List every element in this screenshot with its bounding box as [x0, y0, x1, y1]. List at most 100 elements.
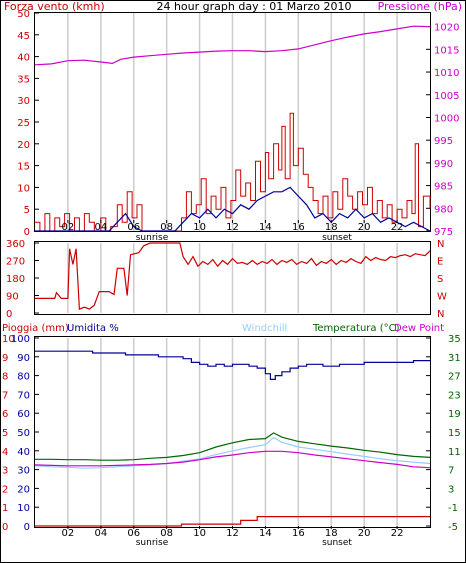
direction-y-axis: 0 90 180 270 360 — [6, 239, 39, 320]
temperature-tick-label: 19 — [448, 409, 461, 420]
x-tick-label: 14 — [259, 222, 272, 233]
wind-tick-label: 45 — [17, 31, 30, 42]
temperature-tick-label: 3 — [448, 484, 454, 495]
rain-tick-label: 2 — [2, 484, 8, 495]
temperature-tick-label: 27 — [448, 372, 461, 383]
humidity-tick-label: 50 — [17, 428, 30, 439]
humidity-tick-label: 0 — [24, 522, 30, 533]
wind-tick-label: 25 — [17, 118, 30, 129]
pressure-y-axis: 975 980 985 990 995 1000 1005 1010 1015 1020 — [426, 23, 459, 238]
temperature-tick-label: 23 — [448, 390, 461, 401]
compass-tick-label: W — [437, 292, 447, 303]
x-tick-label: 16 — [292, 222, 305, 233]
pressure-tick-label: 995 — [434, 136, 453, 147]
rain-axis-title: Pioggia (mm) — [2, 323, 69, 334]
humidity-tick-label: 90 — [17, 353, 30, 364]
rain-tick-label: 6 — [2, 409, 8, 420]
x-tick-label: 10 — [193, 528, 206, 539]
x-tick-label: 22 — [391, 222, 404, 233]
pressure-axis-title: Pressione (hPa) — [378, 0, 462, 13]
compass-tick-label: E — [437, 257, 443, 268]
rain-line — [35, 516, 430, 527]
x-tick-label: 12 — [226, 528, 239, 539]
sunset-label-2: sunset — [322, 538, 352, 548]
pressure-tick-label: 1020 — [434, 23, 459, 34]
x-tick-label: 20 — [358, 528, 371, 539]
pressure-tick-label: 1000 — [434, 113, 459, 124]
humidity-tick-label: 100 — [11, 334, 30, 345]
x-tick-label: 06 — [127, 528, 140, 539]
x-tick-label: 16 — [292, 528, 305, 539]
temperature-tick-label: 15 — [448, 428, 461, 439]
windchill-line — [34, 436, 431, 469]
direction-panel-frame — [34, 241, 431, 315]
rain-tick-label: 7 — [2, 390, 8, 401]
sunrise-label-2: sunrise — [136, 538, 169, 548]
x-tick-label: 06 — [127, 222, 140, 233]
temperature-y-axis: -5 -1 3 7 11 15 19 23 27 31 35 — [426, 334, 461, 533]
pressure-tick-label: 980 — [434, 204, 453, 215]
temperature-axis-title: Temperatura (°C) — [312, 323, 400, 334]
wind-tick-label: 0 — [24, 227, 30, 238]
humidity-tick-label: 20 — [17, 484, 30, 495]
humidity-tick-label: 70 — [17, 390, 30, 401]
wind-y-axis: 0 5 10 15 20 25 30 35 40 45 50 — [17, 9, 39, 238]
sunset-label-1: sunset — [322, 233, 352, 243]
wind-average-line — [35, 186, 431, 232]
temperature-tick-label: 35 — [448, 334, 461, 345]
temp-x-axis: 02 04 06 08 10 12 14 16 18 20 22 — [62, 526, 404, 539]
dewpoint-line — [34, 450, 431, 469]
pressure-tick-label: 975 — [434, 227, 453, 238]
temperature-tick-label: -1 — [448, 503, 458, 514]
rain-tick-label: 9 — [2, 353, 8, 364]
wind-panel-series — [34, 25, 431, 232]
compass-tick-label: N — [437, 309, 444, 320]
graph-title: 24 hour graph day : 01 Marzo 2010 — [156, 0, 351, 13]
direction-tick-label: 180 — [6, 274, 25, 285]
x-tick-label: 08 — [160, 222, 173, 233]
x-tick-label: 04 — [94, 528, 107, 539]
compass-tick-label: S — [437, 274, 443, 285]
wind-panel-frame — [34, 12, 431, 232]
rain-tick-label: 3 — [2, 466, 8, 477]
humidity-tick-label: 40 — [17, 447, 30, 458]
wind-tick-label: 15 — [17, 162, 30, 173]
rain-tick-label: 8 — [2, 372, 8, 383]
direction-tick-label: 0 — [6, 309, 12, 320]
humidity-tick-label: 30 — [17, 466, 30, 477]
wind-tick-label: 35 — [17, 74, 30, 85]
compass-tick-label: N — [437, 239, 444, 250]
humidity-axis-title: Umidita % — [67, 323, 119, 334]
wind-axis-title: Forza vento (kmh) — [4, 0, 105, 13]
temp-panel-grid — [67, 338, 398, 526]
wind-tick-label: 50 — [17, 9, 30, 20]
x-tick-label: 22 — [391, 528, 404, 539]
wind-direction-line — [35, 242, 431, 310]
direction-tick-label: 90 — [6, 292, 19, 303]
direction-panel-grid — [67, 243, 398, 313]
temperature-line — [35, 432, 431, 461]
windchill-axis-title: Windchill — [242, 323, 287, 334]
x-tick-label: 14 — [259, 528, 272, 539]
x-tick-label: 04 — [94, 222, 107, 233]
temperature-tick-label: -5 — [448, 522, 458, 533]
x-tick-label: 18 — [325, 222, 338, 233]
x-tick-label: 20 — [358, 222, 371, 233]
sunrise-label-1: sunrise — [136, 233, 169, 243]
x-tick-label: 02 — [62, 222, 75, 233]
pressure-tick-label: 985 — [434, 182, 453, 193]
rain-tick-label: 5 — [2, 428, 8, 439]
wind-tick-label: 40 — [17, 53, 30, 64]
direction-tick-label: 360 — [6, 239, 25, 250]
direction-panel-series — [35, 242, 431, 310]
direction-tick-label: 270 — [6, 257, 25, 268]
humidity-tick-label: 80 — [17, 372, 30, 383]
temp-panel-series — [34, 350, 431, 527]
rain-tick-label: 4 — [2, 447, 8, 458]
pressure-tick-label: 990 — [434, 159, 453, 170]
wind-tick-label: 10 — [17, 183, 30, 194]
x-tick-label: 10 — [193, 222, 206, 233]
